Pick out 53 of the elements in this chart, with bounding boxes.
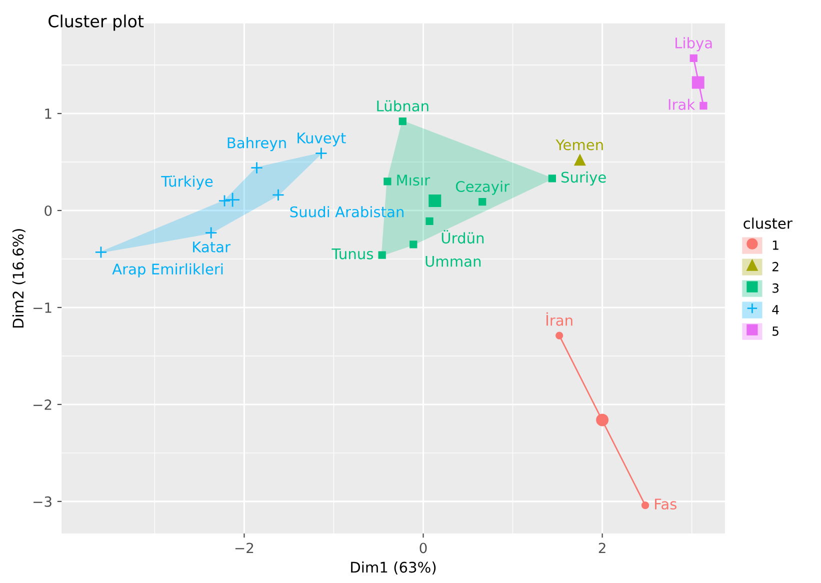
annotation: Mısır [397,174,430,186]
point [574,154,586,166]
point [426,217,434,225]
y-axis-title: Dim2 (16.6%) [12,229,26,328]
annotation: Suriye [561,171,606,186]
point [478,198,486,206]
annotation: Bahreyn [228,137,286,152]
point [314,147,328,160]
point [384,178,392,186]
point [218,194,231,208]
x-axis-title: Dim1 (63%) [351,561,436,574]
point [250,162,263,174]
annotation: Türkiye [161,176,213,190]
point [641,502,650,510]
y-tick-label: −2 [34,399,52,410]
y-tick-label: −3 [34,496,52,507]
legend-label: 4 [772,305,779,314]
y-tick-label: 1 [45,108,52,119]
point [556,332,564,340]
legend-label: 1 [772,240,778,250]
point [700,102,708,110]
y-tick-label: 0 [44,205,52,216]
annotation: Cezayir [456,180,510,195]
point [94,246,108,258]
legend-label: 2 [772,262,778,272]
x-tick-label: −2 [235,542,254,554]
chart-title: Cluster plot [48,14,144,31]
annotation: Arap Emirlikleri [112,263,223,278]
y-tick-label: −1 [34,302,52,313]
legend-label: 3 [772,283,779,293]
point [272,188,284,202]
point [690,54,698,62]
point [548,174,556,182]
annotation: Tunus [332,248,374,260]
x-tick-label: 2 [598,542,606,554]
annotation: Yemen [556,139,603,150]
legend-label: 5 [772,326,778,336]
point [410,240,418,248]
annotation: Lübnan [377,100,428,112]
annotation: Ürdün [442,230,484,244]
x-tick-label: 0 [420,542,427,554]
annotation: Libya [676,37,712,52]
annotation: Katar [193,242,231,252]
annotation: Suudi Arabistan [290,206,404,218]
annotation: Umman [426,256,481,267]
annotation: İran [546,312,572,326]
point [378,251,386,259]
point [204,226,218,240]
annotation: Kuveyt [298,132,346,146]
annotation: Irak [668,98,696,110]
annotation: Fas [655,498,676,510]
legend-title: cluster [744,218,792,229]
point [398,117,406,126]
